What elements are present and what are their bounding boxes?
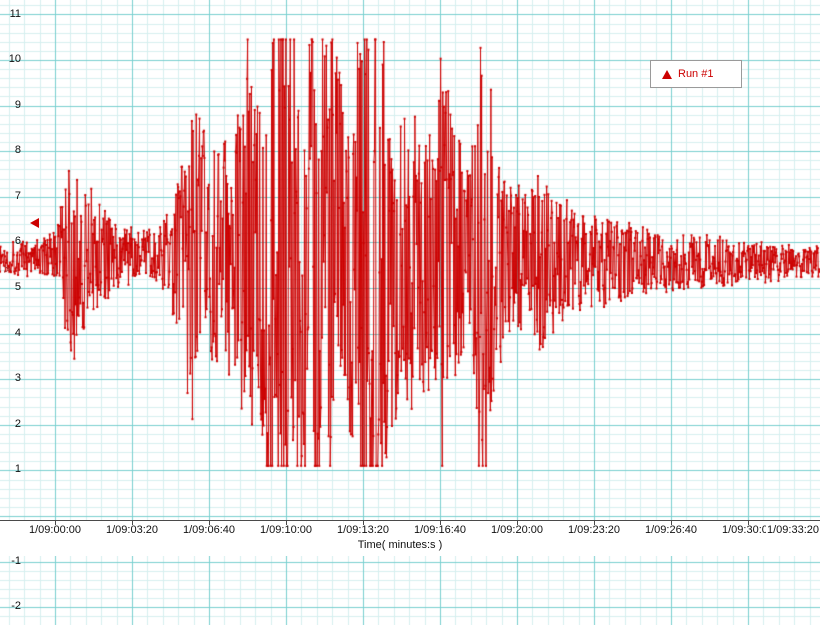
x-tick-mark	[440, 521, 441, 525]
y-tick-label: 10	[8, 53, 21, 65]
y-tick-label: 2	[14, 418, 21, 430]
y-tick-label: 4	[14, 327, 21, 339]
x-tick-label: 1/09:06:40	[182, 524, 236, 536]
y-tick-label: 5	[14, 281, 21, 293]
x-tick-mark	[363, 521, 364, 525]
y-tick-label: 8	[14, 144, 21, 156]
x-tick-label: 1/09:03:20	[105, 524, 159, 536]
x-tick-mark	[286, 521, 287, 525]
x-tick-mark	[55, 521, 56, 525]
y-tick-label: 6	[14, 235, 21, 247]
x-tick-label: 1/09:10:00	[259, 524, 313, 536]
y-tick-label: 7	[14, 190, 21, 202]
legend-label: Run #1	[678, 68, 714, 80]
legend: Run #1	[650, 60, 742, 88]
x-tick-mark	[517, 521, 518, 525]
x-tick-label: 1/09:30:00	[721, 524, 775, 536]
x-tick-mark	[594, 521, 595, 525]
x-tick-mark	[671, 521, 672, 525]
x-tick-label: 1/09:00:00	[28, 524, 82, 536]
x-tick-label: 1/09:16:40	[413, 524, 467, 536]
x-tick-label: 1/09:13:20	[336, 524, 390, 536]
y-tick-label: 9	[14, 99, 21, 111]
y-tick-label: -2	[11, 600, 21, 612]
x-tick-mark	[209, 521, 210, 525]
x-axis-title: Time( minutes:s )	[357, 539, 443, 551]
legend-triangle-icon	[662, 69, 672, 79]
y-axis-unit-label: V	[3, 266, 14, 273]
y-tick-label: 3	[14, 372, 21, 384]
x-tick-mark	[748, 521, 749, 525]
y-tick-label: 1	[14, 463, 21, 475]
x-axis-band: 1/09:00:00 1/09:03:20 1/09:06:40 1/09:10…	[0, 520, 820, 556]
x-tick-label: 1/09:26:40	[644, 524, 698, 536]
y-tick-label: -1	[11, 555, 21, 567]
x-tick-label: 1/09:20:00	[490, 524, 544, 536]
x-tick-label: 1/09:23:20	[567, 524, 621, 536]
y-tick-label: 11	[9, 8, 21, 20]
x-tick-label: 1/09:33:20	[766, 524, 820, 536]
x-tick-mark	[132, 521, 133, 525]
channel-marker-icon[interactable]	[30, 218, 39, 228]
